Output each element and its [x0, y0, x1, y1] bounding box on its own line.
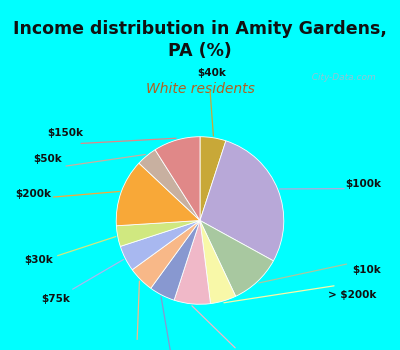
Wedge shape: [132, 220, 200, 288]
Wedge shape: [200, 137, 226, 220]
Text: $50k: $50k: [33, 154, 62, 163]
Wedge shape: [200, 220, 274, 296]
Text: $100k: $100k: [346, 179, 382, 189]
Text: Income distribution in Amity Gardens,
PA (%): Income distribution in Amity Gardens, PA…: [13, 20, 387, 60]
Text: $30k: $30k: [24, 256, 52, 266]
Wedge shape: [139, 150, 200, 220]
Wedge shape: [120, 220, 200, 270]
Wedge shape: [151, 220, 200, 300]
Wedge shape: [200, 141, 284, 261]
Text: $150k: $150k: [47, 128, 83, 138]
Text: > $200k: > $200k: [328, 290, 376, 300]
Wedge shape: [116, 220, 200, 246]
Text: $10k: $10k: [352, 265, 381, 275]
Text: $200k: $200k: [15, 189, 51, 199]
Wedge shape: [155, 137, 200, 220]
Wedge shape: [174, 220, 210, 304]
Wedge shape: [116, 163, 200, 226]
Text: White residents: White residents: [146, 82, 254, 96]
Text: $75k: $75k: [41, 294, 70, 303]
Wedge shape: [200, 220, 236, 303]
Text: $40k: $40k: [197, 68, 226, 78]
Text: City-Data.com: City-Data.com: [306, 73, 376, 82]
